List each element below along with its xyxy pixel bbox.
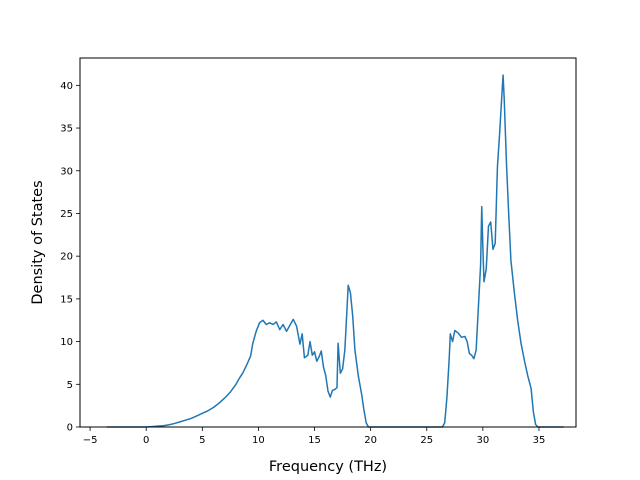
x-tick-label: 0 xyxy=(143,435,149,446)
x-tick-label: 15 xyxy=(308,435,321,446)
y-tick-label: 30 xyxy=(60,166,73,177)
x-axis-label: Frequency (THz) xyxy=(269,459,387,475)
dos-series-line xyxy=(106,74,564,428)
plot-area-frame xyxy=(79,57,577,428)
y-tick-label: 25 xyxy=(60,209,73,220)
x-tick-label: 35 xyxy=(533,435,546,446)
x-axis-ticks: −5 0 5 10 15 20 25 30 35 xyxy=(83,427,546,446)
x-tick-label: 30 xyxy=(476,435,489,446)
x-tick-label: −5 xyxy=(83,435,98,446)
y-axis-ticks: 0 5 10 15 20 25 30 35 40 xyxy=(60,81,80,434)
y-tick-label: 0 xyxy=(67,423,73,434)
x-tick-label: 5 xyxy=(199,435,205,446)
y-axis-label: Density of States xyxy=(30,180,46,304)
x-tick-label: 20 xyxy=(364,435,377,446)
y-tick-label: 15 xyxy=(60,294,73,305)
y-tick-label: 5 xyxy=(67,380,73,391)
x-tick-label: 10 xyxy=(252,435,265,446)
y-tick-label: 10 xyxy=(60,337,73,348)
x-tick-label: 25 xyxy=(420,435,433,446)
y-tick-label: 35 xyxy=(60,124,73,135)
y-tick-label: 20 xyxy=(60,252,73,263)
y-tick-label: 40 xyxy=(60,81,73,92)
series-layer xyxy=(106,74,564,428)
